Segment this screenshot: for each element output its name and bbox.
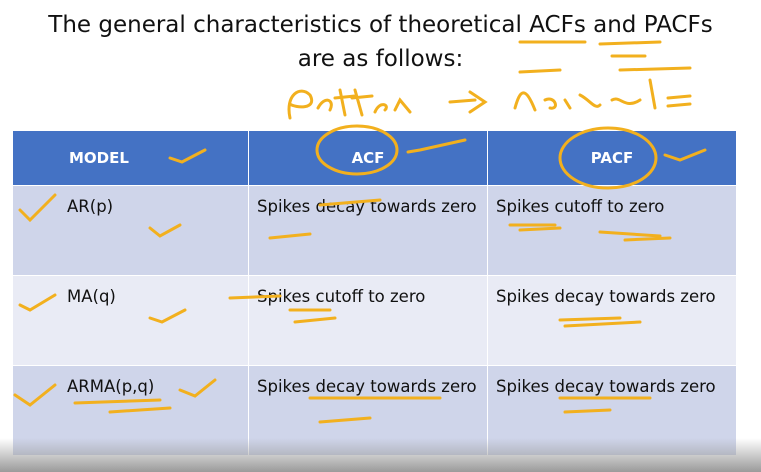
table-cell: Spikes decay towards zero bbox=[487, 275, 737, 366]
table-row: MA(q) Spikes cutoff to zero Spikes decay t… bbox=[12, 275, 737, 366]
model-cell: AR(p) bbox=[12, 185, 249, 276]
table-cell: Spikes decay towards zero bbox=[248, 185, 488, 276]
column-header: MODEL bbox=[12, 130, 249, 186]
handwriting bbox=[287, 78, 692, 120]
title-line: The general characteristics of theoretic… bbox=[48, 12, 713, 38]
header-row: MODEL ACF PACF bbox=[12, 130, 737, 186]
bottom-shade bbox=[0, 438, 761, 472]
table-cell: Spikes cutoff to zero bbox=[248, 275, 488, 366]
table-cell: Spikes cutoff to zero bbox=[487, 185, 737, 276]
column-header: ACF bbox=[248, 130, 488, 186]
model-cell: MA(q) bbox=[12, 275, 249, 366]
table-row: AR(p) Spikes decay towards zero Spikes cut… bbox=[12, 185, 737, 276]
model-table: MODEL ACF PACF AR(p) Spikes decay towards z… bbox=[12, 130, 737, 456]
title-line: are as follows: bbox=[297, 46, 464, 72]
column-header: PACF bbox=[487, 130, 737, 186]
table-body: AR(p) Spikes decay towards zero Spikes cut… bbox=[12, 185, 737, 456]
slide-title: The general characteristics of theoretic… bbox=[0, 8, 761, 76]
